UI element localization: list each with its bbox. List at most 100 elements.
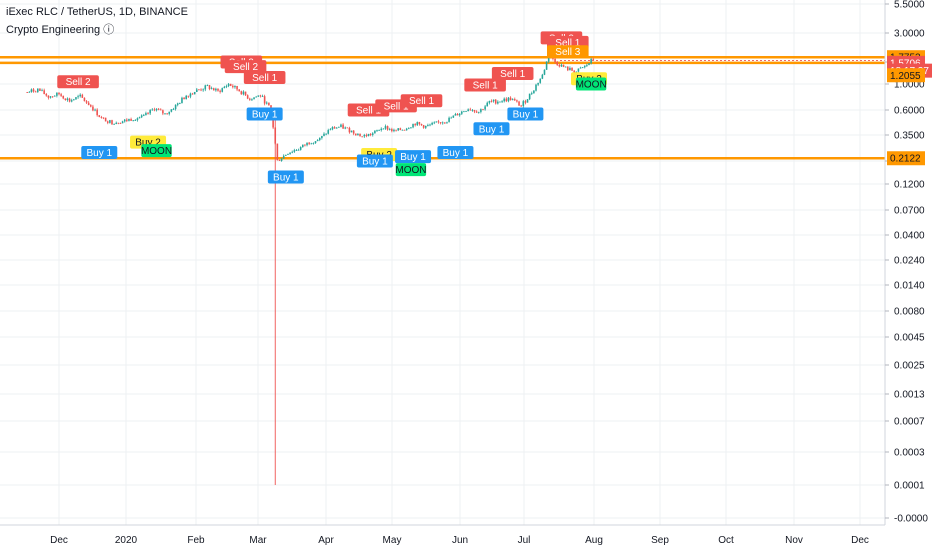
candle-body: [98, 115, 101, 118]
signal-box: [491, 67, 534, 81]
candle-body: [234, 85, 236, 88]
candle-body: [359, 134, 361, 137]
signal-label: Buy 1: [479, 124, 505, 135]
candle-body: [87, 102, 90, 106]
price-label: 1.2055: [890, 71, 921, 82]
signal-box: [356, 154, 393, 168]
candle-body: [210, 88, 213, 90]
candle-body: [227, 83, 230, 87]
candle-body: [386, 126, 389, 130]
x-tick-label: Jun: [452, 535, 468, 546]
candle-body: [291, 151, 293, 153]
candle-body: [30, 89, 33, 92]
candle-body: [475, 111, 478, 113]
candle-body: [329, 129, 332, 131]
signal-box: [224, 60, 267, 74]
candle-body: [441, 122, 444, 124]
candle-body: [471, 110, 474, 111]
candle-body: [352, 130, 355, 134]
candle-body: [81, 94, 84, 98]
x-tick-label: Mar: [249, 535, 267, 546]
candle-body: [393, 129, 395, 132]
signal-label: MOON: [141, 146, 172, 157]
candle-body: [215, 88, 217, 91]
y-tick-label: 0.0080: [894, 307, 925, 318]
price-label-box: [887, 151, 925, 166]
signal-label: Sell 2: [233, 62, 258, 73]
candle-body: [467, 109, 469, 112]
candle-body: [295, 150, 298, 151]
candle-body: [361, 136, 363, 138]
candle-body: [537, 82, 539, 85]
candle-body: [196, 89, 198, 92]
candle-body: [49, 96, 52, 98]
signal-buy: Buy 1: [81, 146, 118, 160]
candle-body: [41, 90, 43, 92]
candle-body: [499, 101, 501, 103]
signal-label: MOON: [395, 165, 426, 176]
candle-body: [280, 158, 283, 161]
candle-body: [395, 129, 397, 131]
candle-body: [130, 119, 132, 121]
candle-body: [73, 99, 75, 101]
candle-body: [202, 89, 204, 91]
candle-body: [246, 95, 249, 99]
candlesticks: [26, 56, 595, 485]
candle-body: [242, 91, 245, 95]
candle-body: [344, 127, 346, 129]
candle-body: [581, 67, 584, 69]
signal-box: [395, 150, 432, 164]
candle-body: [363, 134, 366, 137]
candle-body: [140, 115, 143, 118]
candle-body: [318, 137, 321, 141]
candle-body: [208, 85, 211, 89]
candle-body: [505, 98, 508, 102]
signal-label: Sell 3: [555, 47, 580, 58]
y-tick-label: 0.6000: [894, 106, 925, 117]
candle-body: [26, 92, 28, 93]
candle-body: [253, 97, 255, 100]
candle-body: [47, 95, 50, 98]
candle-body: [552, 57, 554, 59]
signal-box: [81, 146, 118, 160]
signal-buy: Buy 1: [267, 170, 304, 184]
candle-body: [480, 109, 482, 112]
candle-body: [514, 99, 516, 101]
candle-body: [429, 124, 431, 126]
candle-body: [564, 66, 567, 68]
candle-body: [473, 110, 476, 112]
candle-body: [276, 143, 279, 161]
candle-body: [174, 104, 177, 110]
candle-body: [193, 91, 196, 95]
candle-body: [179, 103, 181, 104]
candle-body: [172, 109, 175, 110]
signal-label: Buy 2: [135, 138, 161, 149]
candle-body: [121, 121, 124, 124]
candle-body: [60, 94, 62, 96]
candle-body: [503, 98, 505, 102]
candle-body: [249, 98, 251, 100]
candle-body: [397, 128, 399, 131]
candle-body: [96, 109, 98, 116]
y-tick-label: 0.0013: [894, 390, 925, 401]
signal-buy: Buy 1: [437, 146, 474, 160]
candle-body: [238, 89, 240, 92]
candle-body: [123, 119, 126, 122]
candle-body: [482, 109, 484, 110]
candle-body: [102, 117, 105, 119]
candle-body: [556, 62, 558, 65]
signal-label: Sell 1: [384, 101, 409, 112]
candle-body: [302, 144, 304, 148]
indicator-label[interactable]: Crypto Engineering ⓘ: [6, 24, 115, 36]
candle-body: [85, 101, 88, 103]
candle-body: [159, 109, 162, 111]
signal-box: [575, 77, 607, 91]
candle-body: [575, 71, 578, 73]
candle-body: [583, 65, 586, 68]
time-axis[interactable]: Dec 2020 Feb Mar Apr May Jun Jul Aug Sep Oct Nov Dec: [50, 535, 869, 546]
symbol-title[interactable]: iExec RLC / TetherUS, 1D, BINANCE: [6, 6, 188, 18]
candle-body: [308, 142, 310, 144]
